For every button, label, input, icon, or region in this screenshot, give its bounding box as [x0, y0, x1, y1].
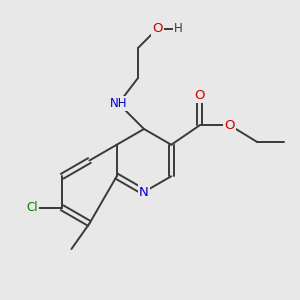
Text: O: O — [194, 89, 205, 102]
Text: O: O — [152, 22, 163, 35]
Text: N: N — [139, 185, 149, 199]
Text: NH: NH — [110, 97, 127, 110]
Text: O: O — [224, 119, 235, 132]
Text: H: H — [174, 22, 183, 35]
Text: Cl: Cl — [26, 201, 38, 214]
